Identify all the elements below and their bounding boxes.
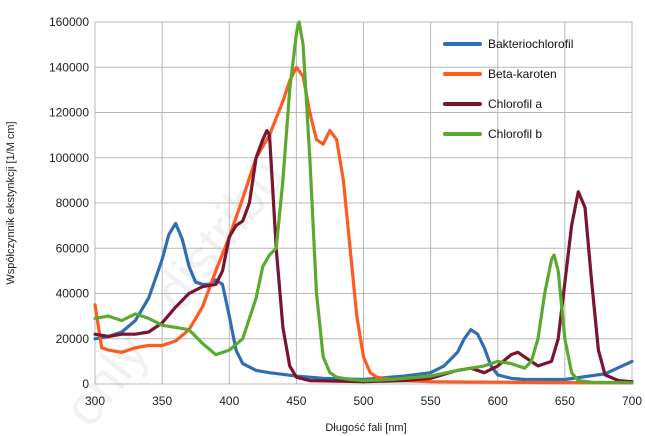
x-tick-label: 550 [421, 394, 441, 408]
y-tick-label: 20000 [56, 332, 90, 346]
plot-area [94, 21, 633, 385]
y-tick-label: 80000 [56, 196, 90, 210]
series-line-2 [93, 65, 634, 385]
y-tick-label: 40000 [56, 287, 90, 301]
legend: Bakteriochlorofil Beta-karoten Chlorofil a… [443, 37, 573, 141]
legend-label: Beta-karoten [488, 67, 557, 81]
y-tick-label: 160000 [49, 15, 89, 29]
series-layer [93, 20, 634, 385]
y-axis-ticks: 0 20000 40000 60000 80000 100000 120000 140000 1… [49, 15, 89, 391]
x-tick-label: 400 [219, 394, 239, 408]
y-tick-label: 140000 [49, 60, 89, 74]
series-line-4 [93, 20, 634, 385]
x-axis-label: Długość fali [nm] [325, 422, 406, 434]
x-tick-label: 650 [555, 394, 575, 408]
legend-label: Bakteriochlorofil [488, 37, 573, 51]
y-tick-label: 60000 [56, 241, 90, 255]
x-tick-label: 500 [353, 394, 373, 408]
legend-label: Chlorofil b [488, 127, 542, 141]
legend-label: Chlorofil a [488, 97, 542, 111]
x-tick-label: 300 [85, 394, 105, 408]
plot-border [94, 21, 633, 385]
x-tick-label: 600 [488, 394, 508, 408]
series-line-3 [93, 129, 634, 384]
y-axis-label: Współczynnik ekstynkcji [1/M cm] [5, 121, 17, 284]
y-tick-label: 100000 [49, 151, 89, 165]
y-tick-label: 120000 [49, 106, 89, 120]
x-tick-label: 700 [622, 394, 642, 408]
x-tick-label: 450 [286, 394, 306, 408]
x-tick-label: 350 [152, 394, 172, 408]
x-axis-ticks: 300 350 400 450 500 550 600 650 700 [85, 394, 642, 408]
y-tick-label: 0 [82, 377, 89, 391]
